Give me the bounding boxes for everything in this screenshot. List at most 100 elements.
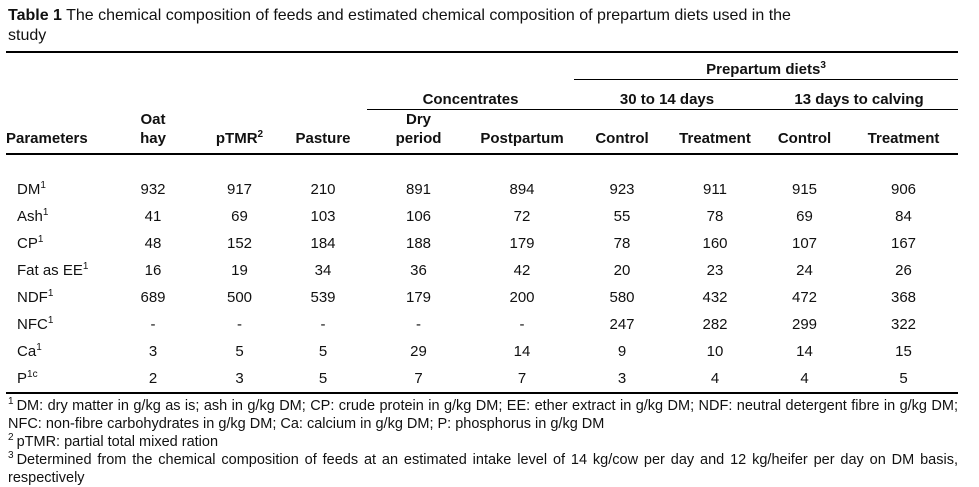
table-cell: 19 — [231, 262, 248, 279]
table-cell: 5 — [279, 365, 367, 394]
table-cell: 14 — [513, 343, 531, 360]
header-row-prepartum: Prepartum diets3 — [6, 53, 959, 80]
row-parameter: Ash1 — [6, 203, 106, 230]
table-cell: 923 — [609, 181, 635, 198]
row-parameter-superscript: 1 — [36, 342, 42, 353]
table-cell: 179 — [405, 289, 432, 306]
table-cell: - — [320, 316, 326, 333]
table-cell: - — [416, 316, 421, 333]
column-header-label: pTMR — [215, 130, 258, 147]
table-row: NDF1 689 500 539 179 200 580 432 472 368 — [6, 284, 958, 311]
table-cell: 15 — [895, 343, 912, 360]
row-parameter-label: NFC — [17, 316, 48, 333]
table-cell: 23 — [706, 262, 724, 279]
table-cell: 210 — [310, 181, 336, 198]
table-cell: - — [519, 316, 525, 333]
table-cell: 24 — [796, 262, 813, 279]
table-cell: 539 — [310, 289, 336, 306]
header-spacer — [6, 80, 367, 110]
table-cell: 69 — [231, 208, 248, 225]
footnotes: 1 DM: dry matter in g/kg as is; ash in g/… — [6, 397, 958, 487]
table-row: DM1 932 917 210 891 894 923 911 915 906 — [6, 154, 958, 203]
footnote-1-marker: 1 — [8, 396, 14, 408]
group-header-prepartum-diets: Prepartum diets3 — [574, 53, 959, 80]
column-header-label: Oat hay — [140, 111, 166, 147]
table-caption-number: Table 1 — [8, 7, 62, 24]
column-header-superscript: 2 — [257, 129, 264, 140]
table-cell: 188 — [405, 235, 432, 252]
table-cell: 247 — [609, 316, 635, 333]
table-cell: 160 — [702, 235, 728, 252]
table-cell: - — [237, 316, 242, 333]
table-cell: 932 — [140, 181, 166, 198]
table-cell: 167 — [890, 235, 917, 252]
table-cell: 915 — [791, 181, 818, 198]
composition-table: Prepartum diets3 Concentrates 30 to 14 d… — [6, 53, 959, 394]
group-header-13-days-to-calving: 13 days to calving — [760, 79, 959, 110]
table-cell: 5 — [318, 343, 328, 360]
row-parameter-label: NDF — [17, 289, 48, 306]
row-parameter: CP1 — [6, 230, 106, 257]
table-row: Ca1 3 5 5 29 14 9 10 14 15 — [6, 338, 958, 365]
table-cell: 322 — [890, 316, 917, 333]
row-parameter: P1c — [6, 365, 106, 394]
table-cell: 10 — [706, 343, 724, 360]
table-cell: 894 — [509, 181, 535, 198]
table-cell: 4 — [670, 365, 760, 394]
table-row: NFC1 - - - - - 247 282 299 322 — [6, 311, 958, 338]
table-cell: 72 — [513, 208, 531, 225]
table-cell: 16 — [144, 262, 162, 279]
column-header-label: Pasture — [295, 130, 351, 147]
table-cell: 3 — [148, 343, 158, 360]
group-header-concentrates: Concentrates — [367, 79, 574, 110]
table-body: DM1 932 917 210 891 894 923 911 915 906 Ash1 41 69 10… — [6, 154, 959, 394]
footnote-3: 3 Determined from the chemical compositio… — [8, 451, 958, 487]
table-cell: 500 — [226, 289, 253, 306]
table-cell: 5 — [235, 343, 244, 360]
column-header-label: Dry period — [395, 111, 442, 147]
table-cell: 36 — [410, 262, 427, 279]
table-cell: 299 — [791, 316, 818, 333]
table-cell: 103 — [310, 208, 336, 225]
table-cell: 472 — [791, 289, 818, 306]
table-cell: 20 — [613, 262, 631, 279]
column-header-treatment: Treatment — [670, 109, 760, 155]
table-header: Prepartum diets3 Concentrates 30 to 14 d… — [6, 53, 959, 155]
table-cell: - — [150, 316, 156, 333]
table-cell: 184 — [310, 235, 336, 252]
row-parameter-superscript: 1 — [37, 234, 44, 245]
table-caption: Table 1 The chemical composition of feed… — [6, 5, 958, 53]
column-header-label: Treatment — [679, 130, 751, 147]
column-header-label: Postpartum — [480, 130, 564, 147]
header-spacer — [6, 53, 574, 80]
row-parameter-label: Ca — [17, 343, 37, 360]
row-parameter: NDF1 — [6, 284, 106, 311]
table-cell: 891 — [405, 181, 432, 198]
table-cell: 107 — [791, 235, 818, 252]
table-cell: 106 — [405, 208, 432, 225]
table-cell: 179 — [509, 235, 535, 252]
row-parameter-label: DM — [17, 181, 41, 198]
table-cell: 200 — [509, 289, 535, 306]
table-cell: 432 — [702, 289, 728, 306]
row-parameter: NFC1 — [6, 311, 106, 338]
table-row: CP1 48 152 184 188 179 78 160 107 167 — [6, 230, 958, 257]
table-cell: 2 — [106, 365, 200, 394]
group-header-label: Prepartum diets — [706, 61, 821, 78]
column-header-label: Parameters — [6, 130, 88, 147]
row-parameter-superscript: 1 — [40, 180, 46, 191]
table-cell: 3 — [574, 365, 670, 394]
row-parameter-label: P — [17, 370, 28, 387]
row-parameter-label: Ash — [17, 208, 43, 225]
footnote-3-text: Determined from the chemical composition… — [8, 452, 958, 486]
table-cell: 84 — [895, 208, 912, 225]
table-cell: 689 — [140, 289, 166, 306]
row-parameter: Fat as EE1 — [6, 257, 106, 284]
row-parameter: DM1 — [6, 154, 106, 203]
table-cell: 917 — [226, 181, 253, 198]
table-cell: 368 — [890, 289, 917, 306]
table-cell: 26 — [895, 262, 912, 279]
column-header-control: Control — [574, 109, 670, 155]
table-cell: 5 — [849, 365, 959, 394]
table-caption-text: The chemical composition of feeds and es… — [8, 7, 791, 44]
